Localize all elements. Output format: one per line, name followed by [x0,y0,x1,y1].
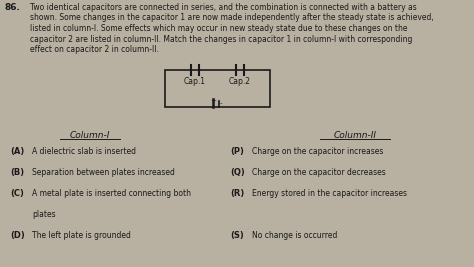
Text: listed in column-I. Some effects which may occur in new steady state due to thes: listed in column-I. Some effects which m… [30,24,408,33]
Text: (R): (R) [230,189,244,198]
Text: (A): (A) [10,147,24,156]
Text: A metal plate is inserted connecting both: A metal plate is inserted connecting bot… [32,189,191,198]
Text: shown. Some changes in the capacitor 1 are now made independently after the stea: shown. Some changes in the capacitor 1 a… [30,14,434,22]
Text: Energy stored in the capacitor increases: Energy stored in the capacitor increases [252,189,407,198]
Bar [165,70,270,107]
Text: Charge on the capacitor decreases: Charge on the capacitor decreases [252,168,386,177]
Text: (P): (P) [230,147,244,156]
Text: Two identical capacitors are connected in series, and the combination is connect: Two identical capacitors are connected i… [30,3,417,12]
Text: +: + [210,98,216,104]
Text: (C): (C) [10,189,24,198]
Text: (Q): (Q) [230,168,245,177]
Text: Cap.2: Cap.2 [229,77,251,86]
Text: capacitor 2 are listed in column-II. Match the changes in capacitor 1 in column-: capacitor 2 are listed in column-II. Mat… [30,34,412,44]
Text: plates: plates [32,210,55,219]
Text: (B): (B) [10,168,24,177]
Text: 86.: 86. [5,3,21,12]
Text: Separation between plates increased: Separation between plates increased [32,168,175,177]
Text: Cap.1: Cap.1 [184,77,206,86]
Text: (D): (D) [10,231,25,240]
Text: -: - [220,100,222,106]
Text: No change is occurred: No change is occurred [252,231,337,240]
Text: effect on capacitor 2 in column-II.: effect on capacitor 2 in column-II. [30,45,159,54]
Text: Column-I: Column-I [70,131,110,140]
Text: The left plate is grounded: The left plate is grounded [32,231,131,240]
Text: Charge on the capacitor increases: Charge on the capacitor increases [252,147,383,156]
Text: A dielectric slab is inserted: A dielectric slab is inserted [32,147,136,156]
Text: Column-II: Column-II [334,131,376,140]
Text: (S): (S) [230,231,244,240]
